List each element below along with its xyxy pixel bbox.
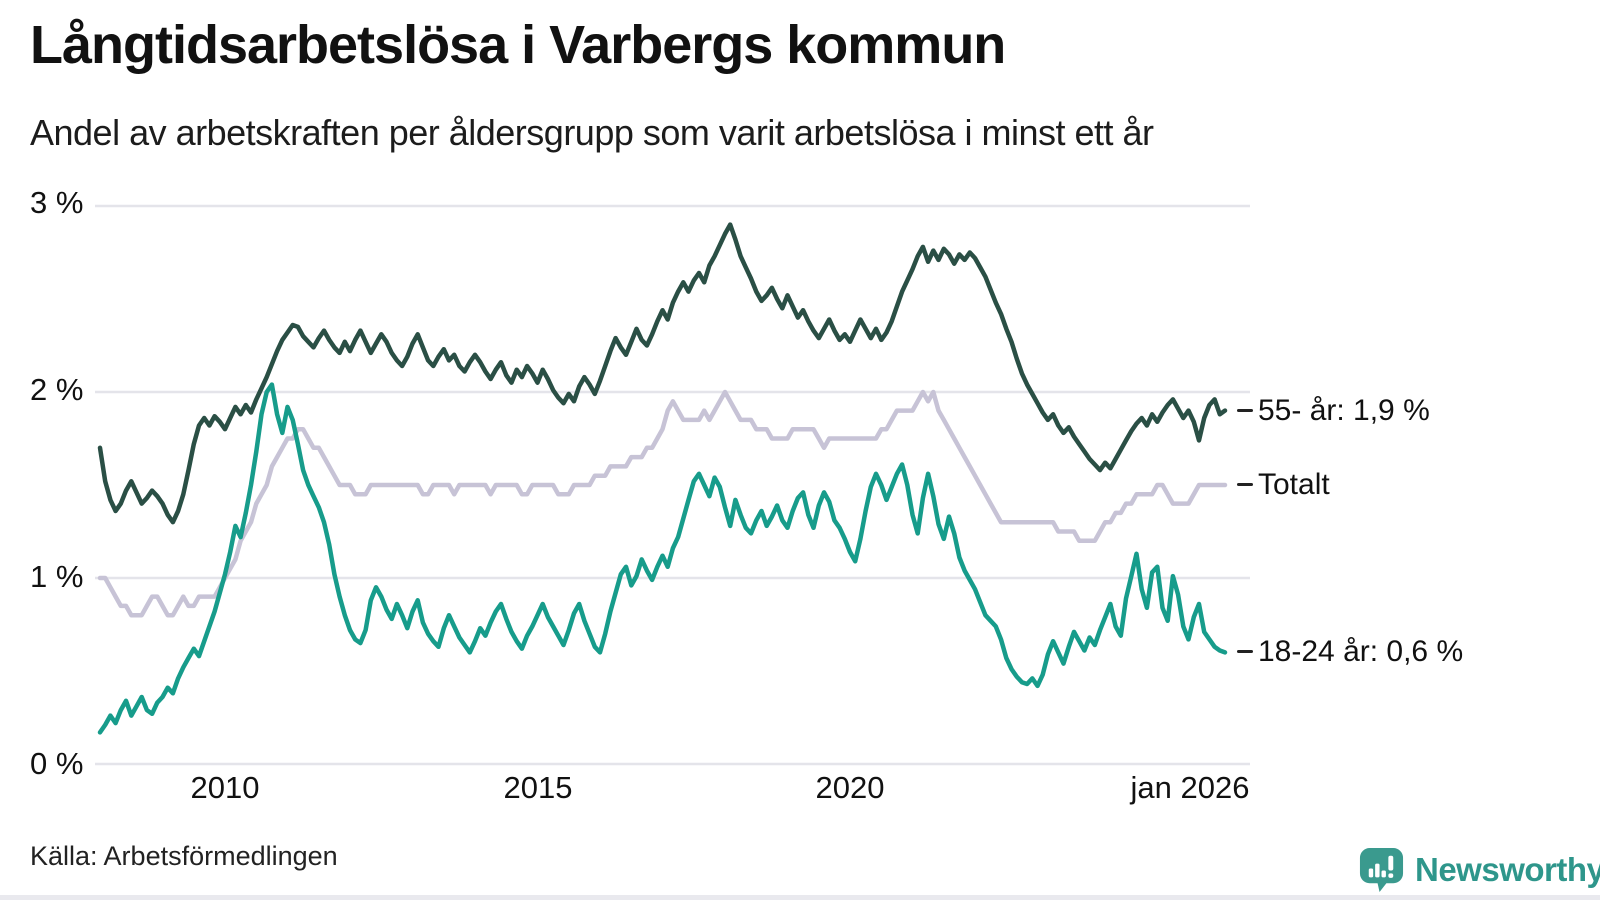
series-55-dash (1237, 409, 1253, 412)
x-axis-tick-2010: 2010 (190, 770, 260, 805)
series-label-totalt: Totalt (1258, 468, 1330, 501)
y-axis-tick-2pct: 2 % (30, 372, 84, 407)
x-axis-tick-2015: 2015 (503, 770, 573, 805)
chart-subtitle: Andel av arbetskraften per åldersgrupp s… (30, 112, 1154, 153)
series-line-55-r (97, 222, 1228, 525)
y-axis-tick-1pct: 1 % (30, 559, 84, 594)
x-axis-tick-jan-2026: jan 2026 (1130, 770, 1250, 805)
series-18-24-dash (1237, 650, 1253, 653)
y-axis-tick-3pct: 3 % (30, 185, 84, 220)
source-note: Källa: Arbetsförmedlingen (30, 841, 338, 871)
bottom-divider (0, 895, 1600, 900)
series-line-totalt (97, 389, 1228, 618)
chart-title: Långtidsarbetslösa i Varbergs kommun (30, 15, 1006, 75)
y-axis-tick-0pct: 0 % (30, 746, 84, 781)
series-totalt-dash (1237, 483, 1253, 486)
series-label-18-24: 18-24 år: 0,6 % (1258, 635, 1464, 668)
brand-logo: Newsworthy (1358, 846, 1600, 893)
speech-bubble-bar-chart-icon (1359, 847, 1404, 893)
brand-name: Newsworthy (1415, 850, 1600, 888)
series-label-55: 55- år: 1,9 % (1258, 394, 1430, 427)
series-line-18-24-r (97, 382, 1228, 735)
x-axis-tick-2020: 2020 (815, 770, 885, 805)
